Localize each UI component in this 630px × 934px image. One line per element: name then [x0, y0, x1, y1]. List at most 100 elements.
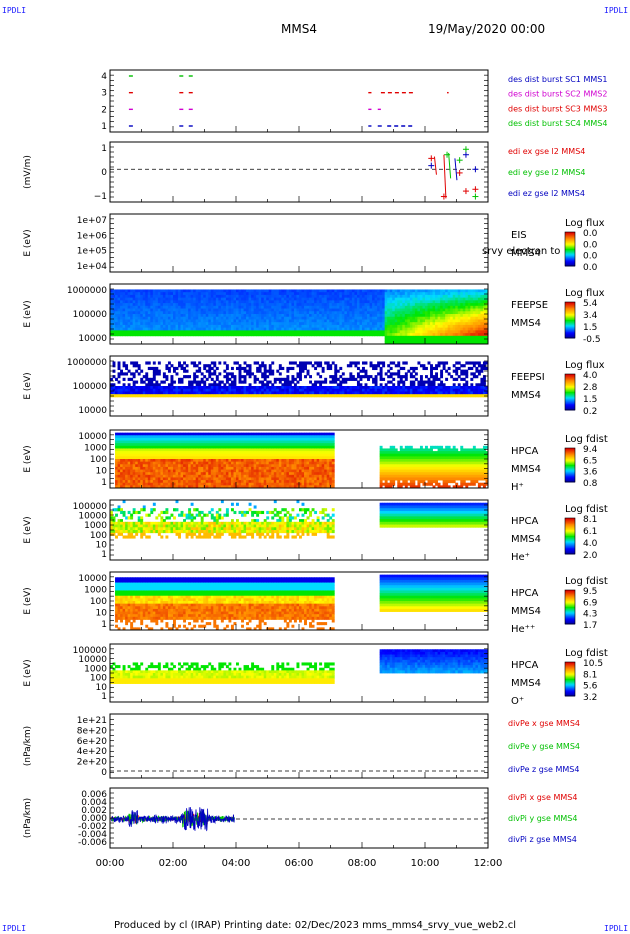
feeps_e-cell: [110, 289, 113, 293]
feeps_e-cell: [241, 294, 244, 299]
feeps_e-cell: [470, 330, 474, 334]
feeps_i-cell: [137, 391, 141, 395]
feeps_e-cell: [465, 327, 469, 331]
feeps_e-cell: [173, 319, 176, 323]
feeps_e-cell: [291, 333, 295, 337]
feeps_e-cell: [450, 297, 454, 301]
feeps_e-cell: [475, 294, 479, 299]
feeps_e-cell: [437, 292, 441, 296]
hpca_h-cell: [117, 466, 121, 470]
feeps_e-cell: [314, 330, 318, 334]
eis-colorbar-cell: [565, 253, 575, 256]
feeps_e-cell: [117, 292, 121, 296]
feeps_e-cell: [450, 341, 454, 345]
feeps_e-cell: [142, 308, 146, 312]
feeps_e-cell: [246, 333, 249, 337]
feeps_e-cell: [127, 322, 131, 326]
feeps_e-cell: [251, 297, 255, 301]
feeps_i-cell: [117, 372, 121, 376]
feeps_i-cell: [223, 375, 227, 379]
hpca_h-cell: [195, 466, 199, 470]
feeps_i-cell: [304, 366, 307, 371]
feeps_i-cell: [293, 394, 297, 398]
feeps_e-cell: [286, 327, 290, 331]
feeps_e-cell: [150, 333, 154, 337]
hpca_h-cell: [185, 437, 189, 441]
feeps_e-cell: [180, 308, 184, 312]
hpca_h-cell: [183, 453, 186, 457]
feeps_i-cell: [251, 386, 255, 390]
feeps_e-cell: [188, 305, 192, 309]
feeps_e-cell: [346, 330, 350, 334]
feeps_e-cell: [152, 314, 156, 318]
hpca_h-cell: [115, 451, 118, 455]
feeps_e-cell: [155, 333, 159, 337]
hpca_h-cell: [157, 459, 161, 463]
feeps_i-cell: [142, 391, 146, 395]
feeps_i-cell: [167, 391, 171, 395]
feeps_e-cell: [412, 292, 416, 296]
eis-ytick-label: 1e+05: [77, 247, 107, 257]
feeps_e-cell: [160, 322, 164, 326]
feeps_e-cell: [248, 322, 252, 326]
feeps_i-cell: [299, 366, 302, 371]
feeps_i-cell: [147, 366, 151, 371]
hpca_h-cell: [140, 451, 144, 455]
hpca_h-cell: [145, 432, 149, 436]
feeps_e-cell: [336, 294, 340, 299]
feeps_i-cell: [122, 386, 126, 390]
feeps_e-cell: [432, 327, 436, 331]
feeps_i-cell: [180, 386, 184, 390]
feeps_e-cell: [301, 294, 305, 299]
feeps_e-cell: [152, 324, 156, 329]
feeps_e-cell: [236, 324, 239, 329]
feeps_e-cell: [195, 333, 199, 337]
feeps_i-cell: [268, 372, 272, 376]
feeps_e-cell: [268, 324, 272, 329]
feeps_e-cell: [165, 308, 169, 312]
feeps_i-colorbar-cell: [565, 401, 575, 404]
feeps_e-cell: [256, 322, 260, 326]
hpca_h-cell: [173, 461, 176, 465]
feeps_i-cell: [225, 366, 229, 371]
feeps_e-cell: [178, 308, 181, 312]
feeps_e-cell: [281, 311, 285, 315]
feeps_e-cell: [321, 292, 325, 296]
feeps_e-cell: [331, 314, 335, 318]
feeps_i-cell: [470, 383, 474, 387]
feeps_e-cell: [253, 311, 257, 315]
feeps_e-cell: [465, 305, 469, 309]
feeps_e-cell: [372, 303, 375, 307]
feeps_i-cell: [417, 361, 421, 365]
feeps_i-cell: [223, 386, 227, 390]
feeps_e-cell: [198, 333, 202, 337]
feeps_i-cell: [311, 391, 315, 395]
hpca_h-cell: [120, 432, 123, 436]
feeps_i-cell: [218, 391, 222, 395]
feeps_e-cell: [246, 292, 249, 296]
feeps_e-cell: [447, 327, 451, 331]
feeps_i-cell: [460, 394, 464, 398]
feeps_i-cell: [283, 377, 287, 381]
feeps_e-cell: [268, 294, 272, 299]
hpca_h-cell: [140, 472, 144, 476]
feeps_e-colorbar-cell: [565, 326, 575, 328]
feeps_e-cell: [419, 294, 423, 299]
feeps_e-cell: [316, 330, 320, 334]
feeps_e-cell: [452, 330, 456, 334]
feeps_e-cell: [291, 311, 295, 315]
feeps_e-cell: [271, 297, 275, 301]
feeps_i-colorbar-cell: [565, 395, 575, 398]
feeps_i-cell: [150, 391, 154, 395]
feeps_e-cell: [465, 303, 469, 307]
feeps_i-cell: [147, 388, 151, 392]
feeps_i-cell: [465, 369, 469, 373]
feeps_e-cell: [263, 319, 267, 323]
hpca_h-cell: [135, 437, 139, 441]
feeps_i-cell: [243, 366, 247, 371]
feeps_i-cell: [311, 394, 315, 398]
feeps_e-cell: [241, 314, 244, 318]
feeps_e-cell: [480, 303, 484, 307]
hpca_h-cell: [130, 472, 134, 476]
feeps_e-cell: [397, 294, 401, 299]
